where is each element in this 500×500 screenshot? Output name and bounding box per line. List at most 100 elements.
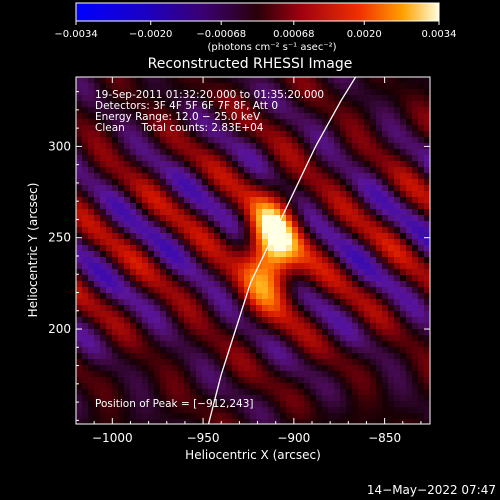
heatmap-cell [238,299,245,306]
heatmap-cell [400,167,407,174]
heatmap-cell [82,167,89,174]
heatmap-cell [400,293,407,300]
heatmap-cell [364,89,371,96]
heatmap-cell [82,353,89,360]
heatmap-cell [352,293,359,300]
heatmap-cell [76,173,83,180]
heatmap-cell [124,191,131,198]
heatmap-cell [130,131,137,138]
heatmap-cell [418,383,425,390]
heatmap-cell [280,365,287,372]
heatmap-cell [310,215,317,222]
heatmap-cell [334,377,341,384]
heatmap-cell [172,275,179,282]
heatmap-cell [400,125,407,132]
heatmap-cell [394,203,401,210]
heatmap-cell [202,137,209,144]
heatmap-cell [148,389,155,396]
heatmap-cell [400,323,407,330]
heatmap-cell [424,353,430,360]
heatmap-cell [292,335,299,342]
heatmap-cell [334,353,341,360]
heatmap-cell [412,95,419,102]
heatmap-cell [334,101,341,108]
heatmap-cell [118,119,125,126]
heatmap-cell [388,149,395,156]
heatmap-cell [76,365,83,372]
heatmap-cell [310,263,317,270]
heatmap-cell [202,149,209,156]
heatmap-cell [412,185,419,192]
heatmap-cell [244,419,251,424]
heatmap-cell [232,317,239,324]
heatmap-cell [148,221,155,228]
heatmap-cell [280,143,287,150]
heatmap-cell [346,215,353,222]
heatmap-cell [406,149,413,156]
heatmap-cell [208,317,215,324]
heatmap-cell [232,143,239,150]
heatmap-cell [262,419,269,424]
heatmap-cell [250,413,257,420]
heatmap-cell [82,419,89,424]
heatmap-cell [100,113,107,120]
heatmap-cell [412,419,419,424]
heatmap-cell [316,95,323,102]
heatmap-cell [352,113,359,120]
heatmap-cell [214,269,221,276]
heatmap-cell [304,233,311,240]
heatmap-cell [304,245,311,252]
heatmap-cell [406,293,413,300]
heatmap-cell [220,167,227,174]
heatmap-cell [310,95,317,102]
heatmap-cell [178,281,185,288]
heatmap-cell [394,413,401,420]
heatmap-cell [148,239,155,246]
heatmap-cell [112,131,119,138]
heatmap-cell [316,299,323,306]
heatmap-cell [244,275,251,282]
heatmap-cell [424,227,430,234]
heatmap-cell [244,155,251,162]
heatmap-cell [100,95,107,102]
heatmap-cell [376,101,383,108]
heatmap-cell [154,275,161,282]
heatmap-cell [256,347,263,354]
heatmap-cell [160,209,167,216]
heatmap-cell [358,167,365,174]
heatmap-cell [94,341,101,348]
heatmap-cell [304,329,311,336]
heatmap-cell [172,335,179,342]
heatmap-cell [268,365,275,372]
heatmap-cell [274,173,281,180]
heatmap-cell [190,305,197,312]
heatmap-cell [154,269,161,276]
heatmap-cell [202,155,209,162]
heatmap-cell [226,143,233,150]
heatmap-cell [142,347,149,354]
heatmap-cell [286,131,293,138]
heatmap-cell [280,305,287,312]
heatmap-cell [298,395,305,402]
heatmap-cell [352,155,359,162]
heatmap-cell [334,389,341,396]
heatmap-cell [316,155,323,162]
heatmap-cell [118,329,125,336]
heatmap-cell [322,413,329,420]
heatmap-cell [238,287,245,294]
heatmap-cell [190,149,197,156]
heatmap-cell [424,389,430,396]
heatmap-cell [184,299,191,306]
heatmap-cell [112,143,119,150]
heatmap-cell [238,353,245,360]
heatmap-cell [154,281,161,288]
heatmap-cell [130,269,137,276]
heatmap-cell [124,299,131,306]
heatmap-cell [190,239,197,246]
heatmap-cell [292,77,299,84]
heatmap-cell [418,281,425,288]
heatmap-cell [358,299,365,306]
heatmap-cell [388,281,395,288]
heatmap-cell [418,269,425,276]
heatmap-cell [262,323,269,330]
